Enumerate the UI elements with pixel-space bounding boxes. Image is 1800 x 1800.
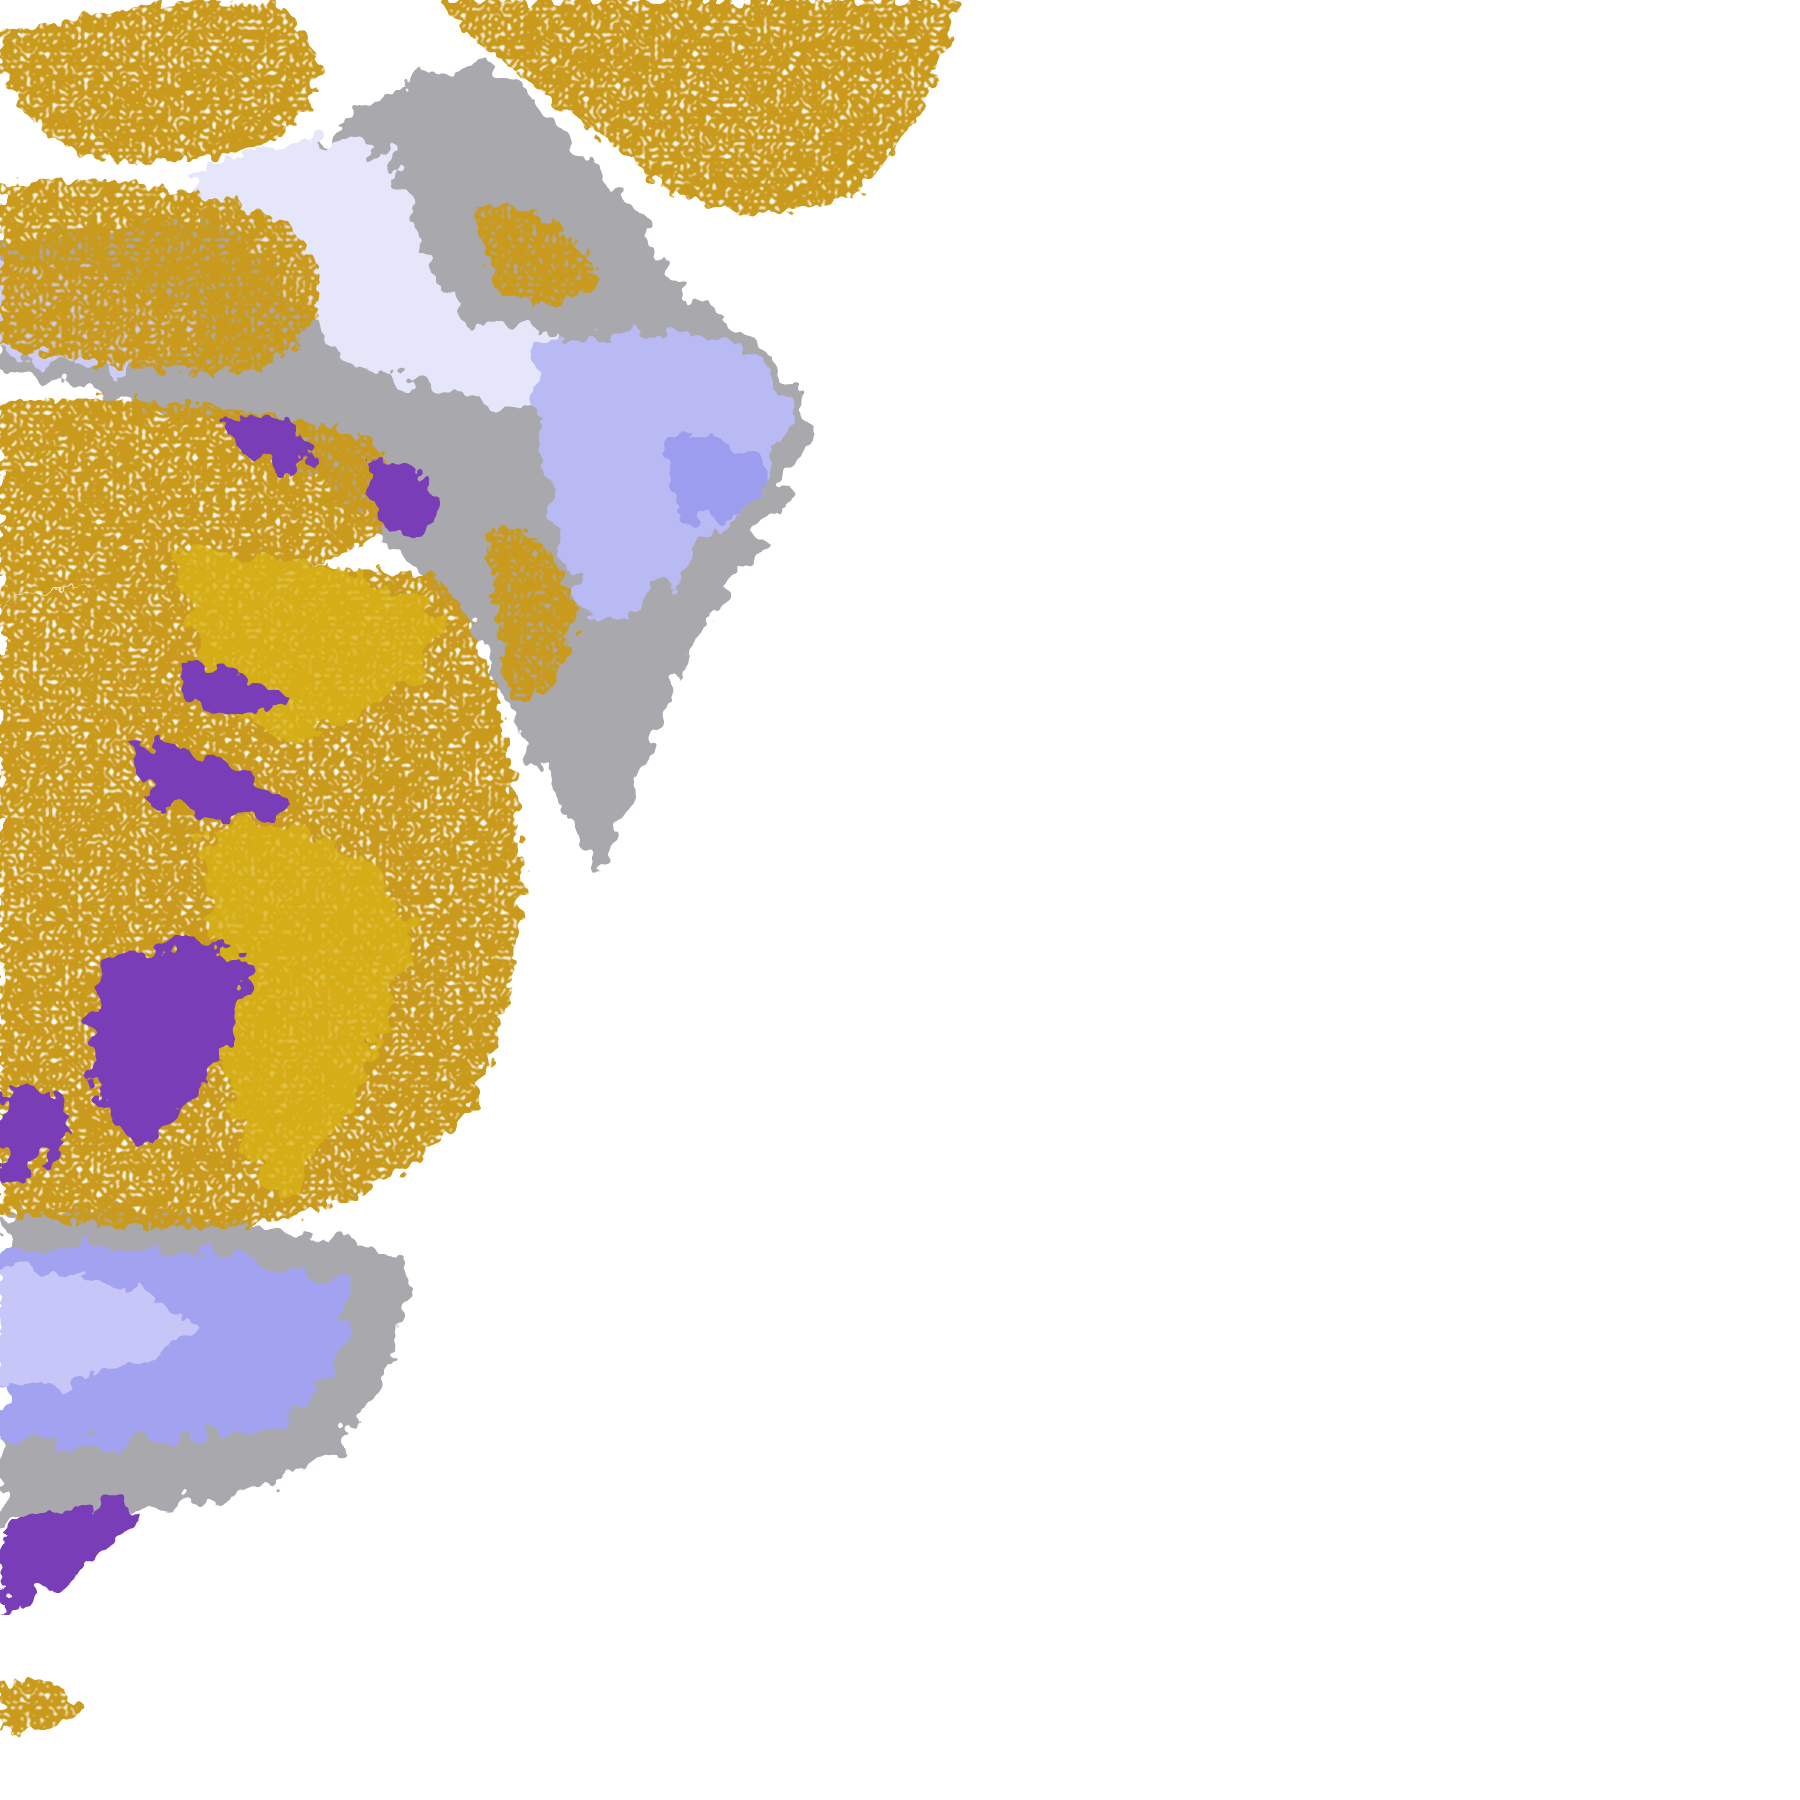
precip-purple (0, 1504, 139, 1616)
precip-purple (92, 943, 254, 1143)
cloud-periwinkle (669, 435, 762, 520)
precip-purple (0, 1081, 70, 1189)
precip-gold (0, 0, 319, 163)
precip-purple (184, 666, 289, 712)
cloud-lavender (0, 1269, 197, 1385)
cloud-lavender (530, 332, 792, 621)
precip-purple (369, 461, 439, 536)
cloud-lavender (184, 140, 600, 404)
precip-purple (230, 415, 312, 467)
precip-gold (473, 205, 600, 305)
precip-purple (126, 738, 289, 821)
precip-gold (0, 1680, 81, 1731)
lavender-layer (0, 140, 792, 1443)
precip-gold (438, 0, 958, 214)
purple-layer (0, 415, 439, 1616)
precip-yellow (207, 824, 416, 1200)
precip-gold (484, 528, 577, 699)
precip-gold (0, 180, 320, 373)
